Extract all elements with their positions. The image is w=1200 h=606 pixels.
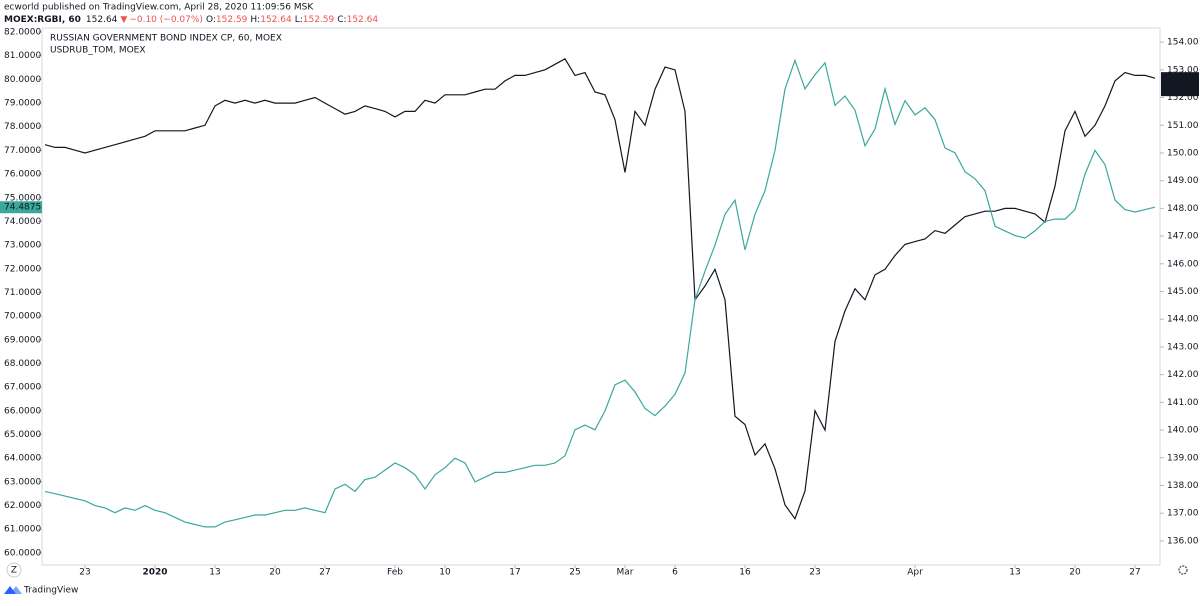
plot-frame: [41, 27, 1161, 566]
y2-tick-label: 151.00: [1167, 121, 1199, 131]
scale-button[interactable]: [6, 562, 22, 578]
y2-tick-label: 139.00: [1167, 453, 1199, 463]
legend-entry: RUSSIAN GOVERNMENT BOND INDEX CP, 60, MO…: [50, 34, 282, 44]
y-tick-label: 65.0000: [4, 430, 41, 440]
change: −0.10 (−0.07%): [129, 15, 203, 25]
y2-tick-label: 138.00: [1167, 481, 1199, 491]
x-tick-label: 27: [319, 568, 330, 578]
y2-tick-label: 143.00: [1167, 342, 1199, 352]
x-tick-label: 27: [1129, 568, 1140, 578]
x-tick-label: 13: [209, 568, 220, 578]
y2-tick-label: 153.00: [1167, 65, 1199, 75]
y-tick-label: 78.0000: [4, 122, 41, 132]
c-value: 152.64: [347, 15, 379, 25]
o-value: 152.59: [216, 15, 248, 25]
y-tick-label: 64.0000: [4, 454, 41, 464]
y-tick-label: 82.0000: [4, 28, 41, 38]
y-tick-label: 72.0000: [4, 264, 41, 274]
y2-tick-label: 141.00: [1167, 398, 1199, 408]
x-tick-label: 20: [269, 568, 281, 578]
x-tick-label: 20: [1069, 568, 1081, 578]
l-value: 152.59: [303, 15, 335, 25]
y2-tick-label: 146.00: [1167, 259, 1199, 269]
right-badge-bg: [1161, 72, 1199, 97]
scale-button-label[interactable]: Z: [11, 566, 17, 576]
y-tick-label: 66.0000: [4, 406, 41, 416]
y-tick-label: 71.0000: [4, 288, 41, 298]
y2-tick-label: 152.00: [1167, 93, 1199, 103]
y2-tick-label: 149.00: [1167, 176, 1199, 186]
symbol-line: MOEX:RGBI, 60 152.64 ▼ −0.10 (−0.07%) O:152.…: [4, 15, 378, 25]
o-label: O:: [206, 15, 216, 25]
price: 152.64: [86, 15, 118, 25]
x-tick-label: Feb: [387, 568, 403, 578]
x-tick-label: 16: [739, 568, 751, 578]
x-tick-label: 23: [79, 568, 90, 578]
l-label: L:: [295, 15, 303, 25]
x-tick-label: Mar: [617, 568, 634, 578]
y-tick-label: 77.0000: [4, 146, 41, 156]
y-tick-label: 67.0000: [4, 383, 41, 393]
y2-tick-label: 147.00: [1167, 232, 1199, 242]
y-tick-label: 70.0000: [4, 312, 41, 322]
x-tick-label: 13: [1009, 568, 1020, 578]
y-tick-label: 61.0000: [4, 525, 41, 535]
y2-tick-label: 144.00: [1167, 315, 1199, 325]
x-tick-label: 25: [569, 568, 580, 578]
y-tick-label: 80.0000: [4, 75, 41, 85]
y-tick-label: 73.0000: [4, 241, 41, 251]
y-tick-label: 76.0000: [4, 170, 41, 180]
y-tick-label: 75.0000: [4, 193, 41, 203]
y2-tick-label: 150.00: [1167, 148, 1199, 158]
y2-tick-label: 137.00: [1167, 509, 1199, 519]
y-tick-label: 69.0000: [4, 335, 41, 345]
y-tick-label: 74.0000: [4, 217, 41, 227]
author-line: ecworld published on TradingView.com, Ap…: [4, 3, 314, 13]
x-tick-label: Apr: [907, 568, 923, 578]
h-value: 152.64: [260, 15, 292, 25]
y-tick-label: 63.0000: [4, 477, 41, 487]
legend-entry: USDRUB_TOM, MOEX: [50, 46, 146, 56]
x-tick-label: 2020: [142, 568, 167, 578]
y2-tick-label: 148.00: [1167, 204, 1199, 214]
settings-icon[interactable]: [1178, 565, 1188, 575]
left-badge-bg: [0, 201, 42, 214]
y-tick-label: 81.0000: [4, 51, 41, 61]
right-badge-time: 20:06: [1169, 86, 1195, 96]
c-label: C:: [337, 15, 346, 25]
y2-tick-label: 154.00: [1167, 38, 1199, 48]
y-tick-label: 68.0000: [4, 359, 41, 369]
y-tick-label: 79.0000: [4, 99, 41, 109]
x-tick-label: 6: [672, 568, 678, 578]
x-tick-label: 23: [809, 568, 820, 578]
right-badge: 152.64: [1167, 74, 1199, 84]
y2-tick-label: 145.00: [1167, 287, 1199, 297]
y-tick-label: 60.0000: [4, 548, 41, 558]
h-label: H:: [250, 15, 260, 25]
series-line: [44, 57, 1156, 520]
symbol: MOEX:RGBI, 60: [4, 15, 81, 25]
x-tick-label: 17: [509, 568, 520, 578]
y2-tick-label: 140.00: [1167, 426, 1199, 436]
y2-tick-label: 136.00: [1167, 536, 1199, 546]
arrow: ▼: [120, 15, 127, 25]
left-badge: 74.4875: [4, 203, 41, 213]
brand-logo: [4, 586, 22, 594]
y2-tick-label: 142.00: [1167, 370, 1199, 380]
x-tick-label: 10: [439, 568, 451, 578]
y-tick-label: 62.0000: [4, 501, 41, 511]
series-line: [44, 58, 1156, 528]
brand: TradingView: [23, 586, 78, 596]
